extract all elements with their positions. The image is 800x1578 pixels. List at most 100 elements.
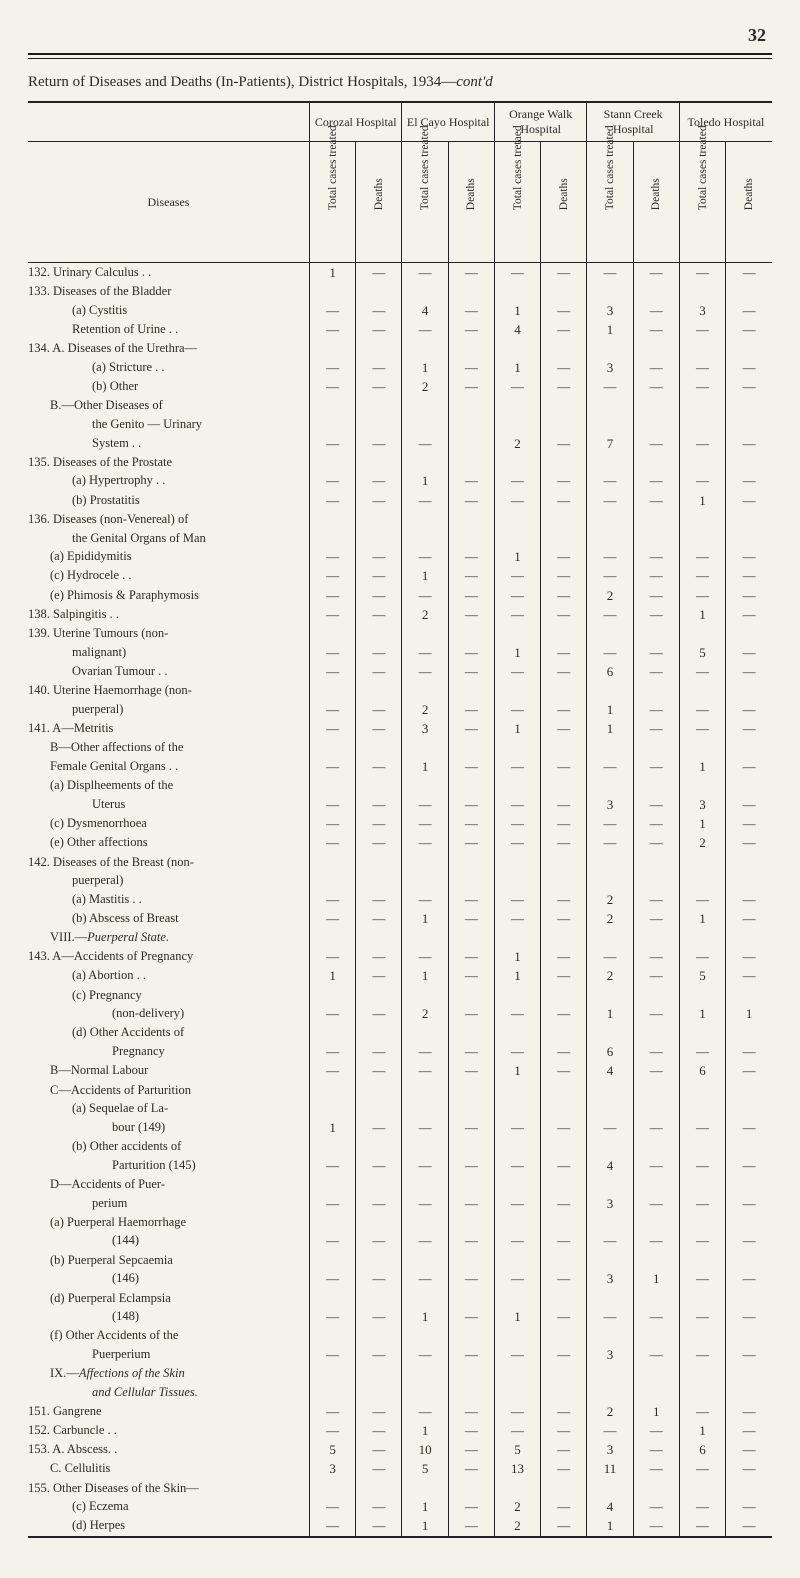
col-hospital: El Cayo Hospital	[402, 102, 494, 142]
data-cell: —	[726, 910, 772, 929]
disease-label: perium	[28, 1194, 309, 1213]
disease-label: 140. Uterine Haemorrhage (non-	[28, 682, 309, 701]
table-row: 140. Uterine Haemorrhage (non-	[28, 682, 772, 701]
data-cell	[448, 625, 494, 644]
data-cell: —	[448, 263, 494, 283]
data-cell	[309, 1024, 355, 1043]
data-cell	[356, 397, 402, 416]
data-cell: 1	[587, 720, 633, 739]
data-cell	[402, 340, 448, 359]
data-cell	[402, 1327, 448, 1346]
data-cell	[494, 1024, 540, 1043]
data-cell	[356, 986, 402, 1005]
data-cell: 1	[402, 358, 448, 377]
data-cell: —	[448, 1421, 494, 1440]
data-cell: —	[356, 1498, 402, 1517]
disease-label: (d) Herpes	[28, 1517, 309, 1537]
data-cell: —	[448, 758, 494, 777]
data-cell	[402, 872, 448, 891]
data-cell: 1	[726, 1005, 772, 1024]
disease-label: Uterus	[28, 795, 309, 814]
data-cell	[448, 1175, 494, 1194]
data-cell	[402, 682, 448, 701]
data-cell: —	[402, 1062, 448, 1081]
data-cell: —	[309, 567, 355, 586]
data-cell	[356, 682, 402, 701]
data-cell: —	[309, 301, 355, 320]
data-cell: —	[587, 548, 633, 567]
data-cell	[587, 1251, 633, 1270]
data-cell: 1	[679, 758, 725, 777]
data-cell	[541, 853, 587, 872]
diseases-table: Corozal Hospital El Cayo Hospital Orange…	[28, 101, 772, 1538]
data-cell: —	[448, 1270, 494, 1289]
data-cell: —	[494, 472, 540, 491]
data-cell: —	[448, 1460, 494, 1479]
data-cell	[402, 1213, 448, 1232]
data-cell: —	[679, 720, 725, 739]
data-cell: —	[356, 567, 402, 586]
data-cell	[633, 1327, 679, 1346]
data-cell	[587, 1479, 633, 1498]
disease-label: (146)	[28, 1270, 309, 1289]
data-cell: —	[726, 1194, 772, 1213]
data-cell	[587, 872, 633, 891]
data-cell	[309, 510, 355, 529]
data-cell: 6	[587, 1043, 633, 1062]
data-cell	[356, 929, 402, 948]
data-cell: —	[679, 358, 725, 377]
table-row: (a) Abortion . .1—1—1—2—5—	[28, 967, 772, 986]
data-cell: —	[726, 700, 772, 719]
data-cell: —	[679, 1232, 725, 1251]
data-cell: —	[587, 1421, 633, 1440]
data-cell: —	[541, 890, 587, 909]
table-row: (b) Other accidents of	[28, 1138, 772, 1157]
data-cell: —	[541, 491, 587, 510]
data-cell: —	[633, 605, 679, 624]
data-cell: 1	[402, 967, 448, 986]
data-cell	[679, 682, 725, 701]
data-cell	[587, 739, 633, 758]
data-cell: 3	[587, 301, 633, 320]
data-cell: —	[726, 434, 772, 453]
disease-label: (a) Hypertrophy . .	[28, 472, 309, 491]
data-cell: —	[356, 491, 402, 510]
data-cell	[494, 853, 540, 872]
data-cell: —	[494, 1346, 540, 1365]
disease-label: (c) Dysmenorrhoea	[28, 815, 309, 834]
table-row: 132. Urinary Calculus . .1—————————	[28, 263, 772, 283]
data-cell: —	[726, 491, 772, 510]
data-cell: —	[726, 301, 772, 320]
data-cell: —	[541, 548, 587, 567]
data-cell	[356, 1327, 402, 1346]
data-cell: —	[679, 567, 725, 586]
data-cell: 5	[402, 1460, 448, 1479]
data-cell: —	[587, 472, 633, 491]
data-cell: 3	[679, 795, 725, 814]
data-cell	[356, 777, 402, 796]
data-cell: —	[679, 434, 725, 453]
data-cell	[402, 777, 448, 796]
table-row: (a) Stricture . .——1—1—3———	[28, 358, 772, 377]
data-cell: —	[448, 1441, 494, 1460]
data-cell	[494, 1479, 540, 1498]
data-cell: —	[541, 795, 587, 814]
data-cell: 4	[494, 320, 540, 339]
data-cell: —	[587, 834, 633, 853]
data-cell: —	[448, 1517, 494, 1537]
data-cell: 3	[587, 358, 633, 377]
disease-label: (non-delivery)	[28, 1005, 309, 1024]
data-cell	[679, 529, 725, 548]
data-cell	[402, 1100, 448, 1119]
data-cell: 1	[494, 948, 540, 967]
data-cell: —	[402, 491, 448, 510]
data-cell	[541, 682, 587, 701]
data-cell: —	[356, 605, 402, 624]
table-row: Ovarian Tumour . .——————6———	[28, 663, 772, 682]
data-cell: —	[356, 1308, 402, 1327]
data-cell: —	[448, 967, 494, 986]
data-cell: —	[309, 758, 355, 777]
data-cell: —	[541, 700, 587, 719]
data-cell: —	[356, 548, 402, 567]
table-row: 136. Diseases (non-Venereal) of	[28, 510, 772, 529]
